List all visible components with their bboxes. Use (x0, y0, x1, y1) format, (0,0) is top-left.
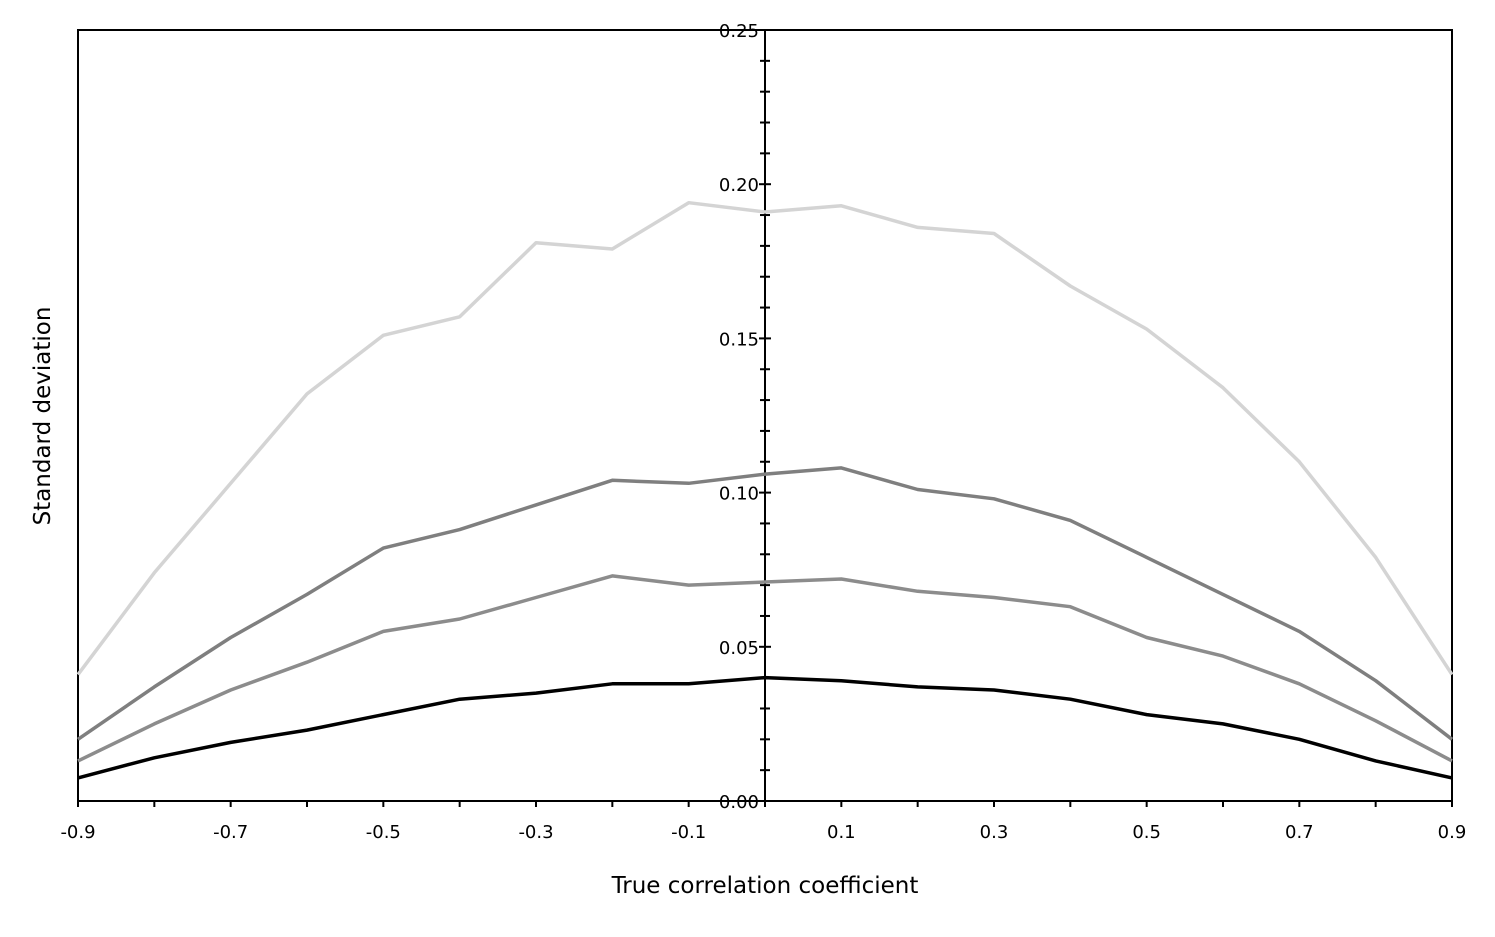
y-tick-label: 0.15 (719, 329, 759, 350)
line-series-mid-gray (77, 574, 1453, 763)
line-series-dark-gray (77, 466, 1454, 741)
y-axis-label: Standard deviation (30, 307, 56, 526)
x-tick-label: -0.5 (366, 822, 401, 843)
x-axis-label: True correlation coefficient (611, 873, 919, 899)
y-tick-label: 0.10 (719, 484, 759, 505)
x-tick-label: -0.9 (60, 822, 95, 843)
x-tick-label: -0.1 (671, 822, 706, 843)
y-tick-label: 0.05 (719, 638, 759, 659)
x-tick-label: 0.1 (827, 822, 856, 843)
x-tick-label: 0.5 (1132, 822, 1161, 843)
line-series-light (76, 200, 1454, 676)
line-series-black (77, 675, 1453, 780)
x-tick-label: 0.7 (1285, 822, 1314, 843)
x-tick-label: -0.7 (213, 822, 248, 843)
y-tick-label: 0.00 (719, 792, 759, 813)
x-tick-label: 0.9 (1438, 822, 1467, 843)
x-tick-label: -0.3 (518, 822, 553, 843)
x-tick-label: 0.3 (980, 822, 1009, 843)
y-tick-label: 0.20 (719, 175, 759, 196)
y-tick-label: 0.25 (719, 21, 759, 42)
